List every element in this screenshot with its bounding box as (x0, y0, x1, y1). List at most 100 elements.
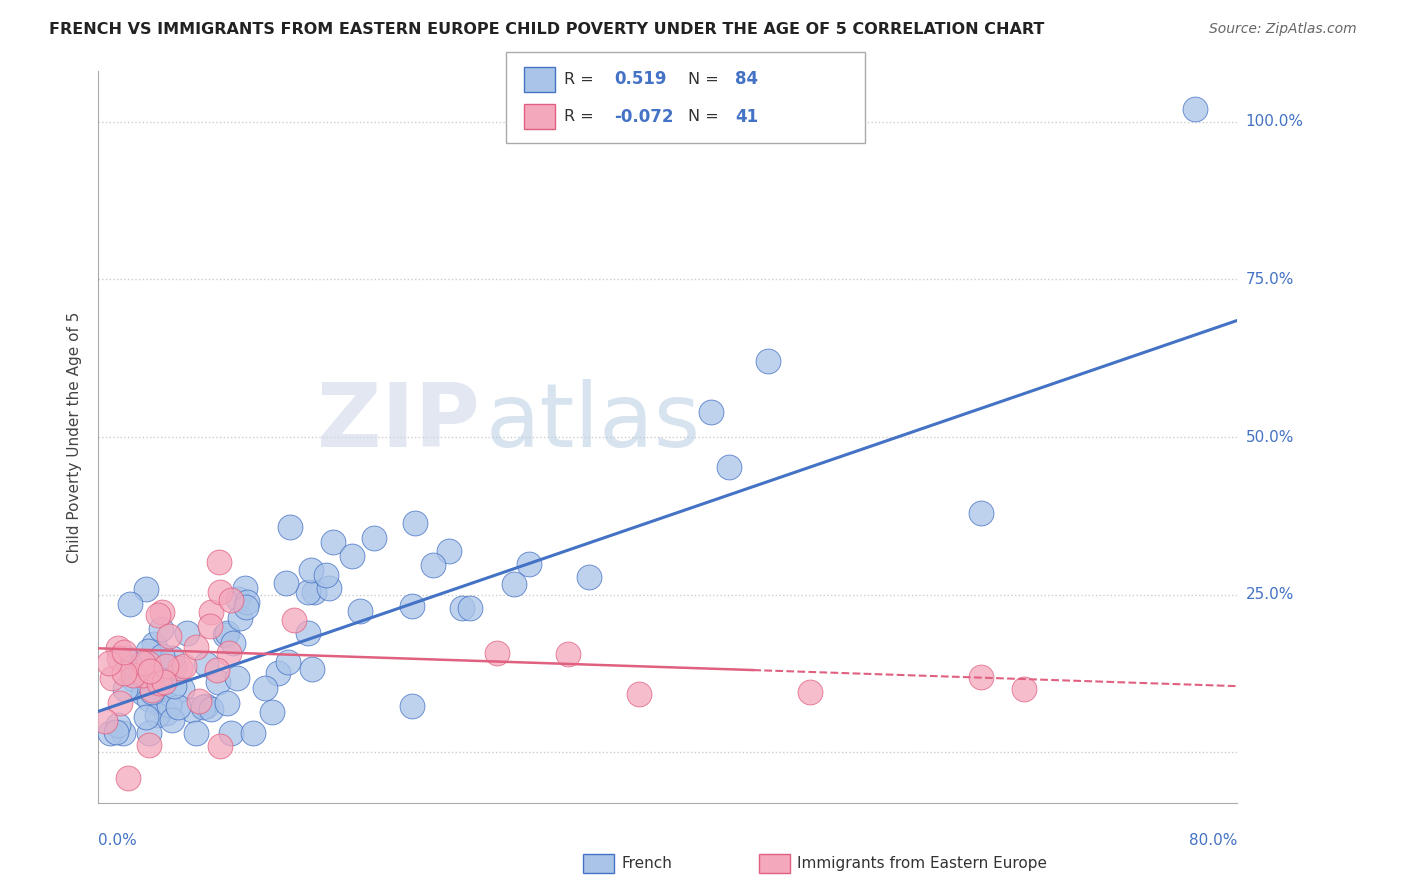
Point (180, 703, 202, 717)
Point (200, 701, 222, 715)
Point (486, 646, 509, 660)
Point (301, 563, 323, 577)
Point (112, 665, 135, 680)
Point (142, 637, 165, 651)
Point (146, 707, 169, 722)
Point (322, 534, 344, 549)
Point (699, 405, 721, 419)
Point (104, 724, 127, 739)
Point (114, 681, 136, 696)
Point (101, 671, 124, 685)
Text: 0.519: 0.519 (614, 70, 666, 88)
Point (138, 692, 160, 706)
Point (118, 655, 141, 669)
Point (141, 683, 163, 698)
Point (136, 657, 159, 671)
Point (135, 582, 157, 596)
Point (460, 600, 482, 615)
Point (193, 700, 215, 714)
Point (150, 605, 173, 619)
Point (340, 549, 363, 563)
Point (145, 695, 167, 709)
Point (187, 694, 209, 708)
Point (404, 516, 426, 531)
Point (107, 718, 129, 732)
Point (135, 710, 157, 724)
Point (205, 663, 228, 677)
Text: Immigrants from Eastern Europe: Immigrants from Eastern Europe (797, 856, 1047, 871)
Point (157, 698, 180, 712)
Point (169, 661, 191, 675)
Point (254, 681, 277, 695)
Point (208, 585, 231, 599)
Point (219, 726, 242, 740)
Text: atlas: atlas (485, 379, 700, 466)
Point (163, 679, 186, 693)
Point (274, 576, 297, 591)
Point (112, 645, 135, 659)
Text: 41: 41 (735, 108, 758, 126)
Point (184, 726, 207, 740)
Point (315, 568, 337, 582)
Point (208, 556, 231, 570)
Point (132, 685, 155, 699)
Point (1184, 102, 1206, 116)
Point (517, 557, 540, 571)
Point (138, 738, 160, 752)
Point (221, 636, 243, 650)
Point (172, 682, 194, 697)
Point (214, 628, 236, 642)
Point (225, 671, 247, 685)
Point (150, 680, 173, 694)
Point (219, 593, 242, 607)
Point (207, 675, 229, 690)
Point (142, 682, 165, 697)
Point (235, 595, 257, 609)
Point (200, 605, 222, 619)
Text: 25.0%: 25.0% (1246, 587, 1294, 602)
Point (107, 640, 129, 655)
Text: 75.0%: 75.0% (1246, 272, 1294, 287)
Point (145, 655, 167, 669)
Point (150, 622, 173, 636)
Point (132, 667, 155, 681)
Point (401, 699, 423, 714)
Point (215, 696, 238, 710)
Point (108, 651, 131, 665)
Point (233, 581, 256, 595)
Point (970, 506, 993, 520)
Text: ZIP: ZIP (318, 379, 479, 466)
Text: French: French (621, 856, 672, 871)
Point (176, 626, 198, 640)
Text: 100.0%: 100.0% (1246, 114, 1303, 129)
Point (218, 646, 240, 660)
Point (209, 739, 232, 753)
Point (970, 670, 993, 684)
Point (146, 607, 169, 622)
Point (117, 771, 139, 785)
Point (1012, 682, 1035, 697)
Point (451, 601, 474, 615)
Point (301, 662, 323, 676)
Point (200, 619, 222, 633)
Point (93, 714, 115, 728)
Point (121, 667, 143, 681)
Point (112, 726, 135, 740)
Point (302, 584, 325, 599)
Point (153, 674, 176, 689)
Text: 84: 84 (735, 70, 758, 88)
Point (349, 604, 371, 618)
Point (260, 706, 283, 720)
Point (756, 354, 779, 368)
Point (157, 629, 180, 643)
Point (195, 657, 218, 671)
Point (108, 696, 131, 710)
Point (278, 520, 301, 534)
Point (437, 543, 460, 558)
Point (318, 581, 340, 595)
Point (228, 611, 250, 625)
Point (283, 613, 305, 627)
Point (557, 647, 579, 661)
Point (150, 648, 173, 663)
Point (148, 676, 170, 690)
